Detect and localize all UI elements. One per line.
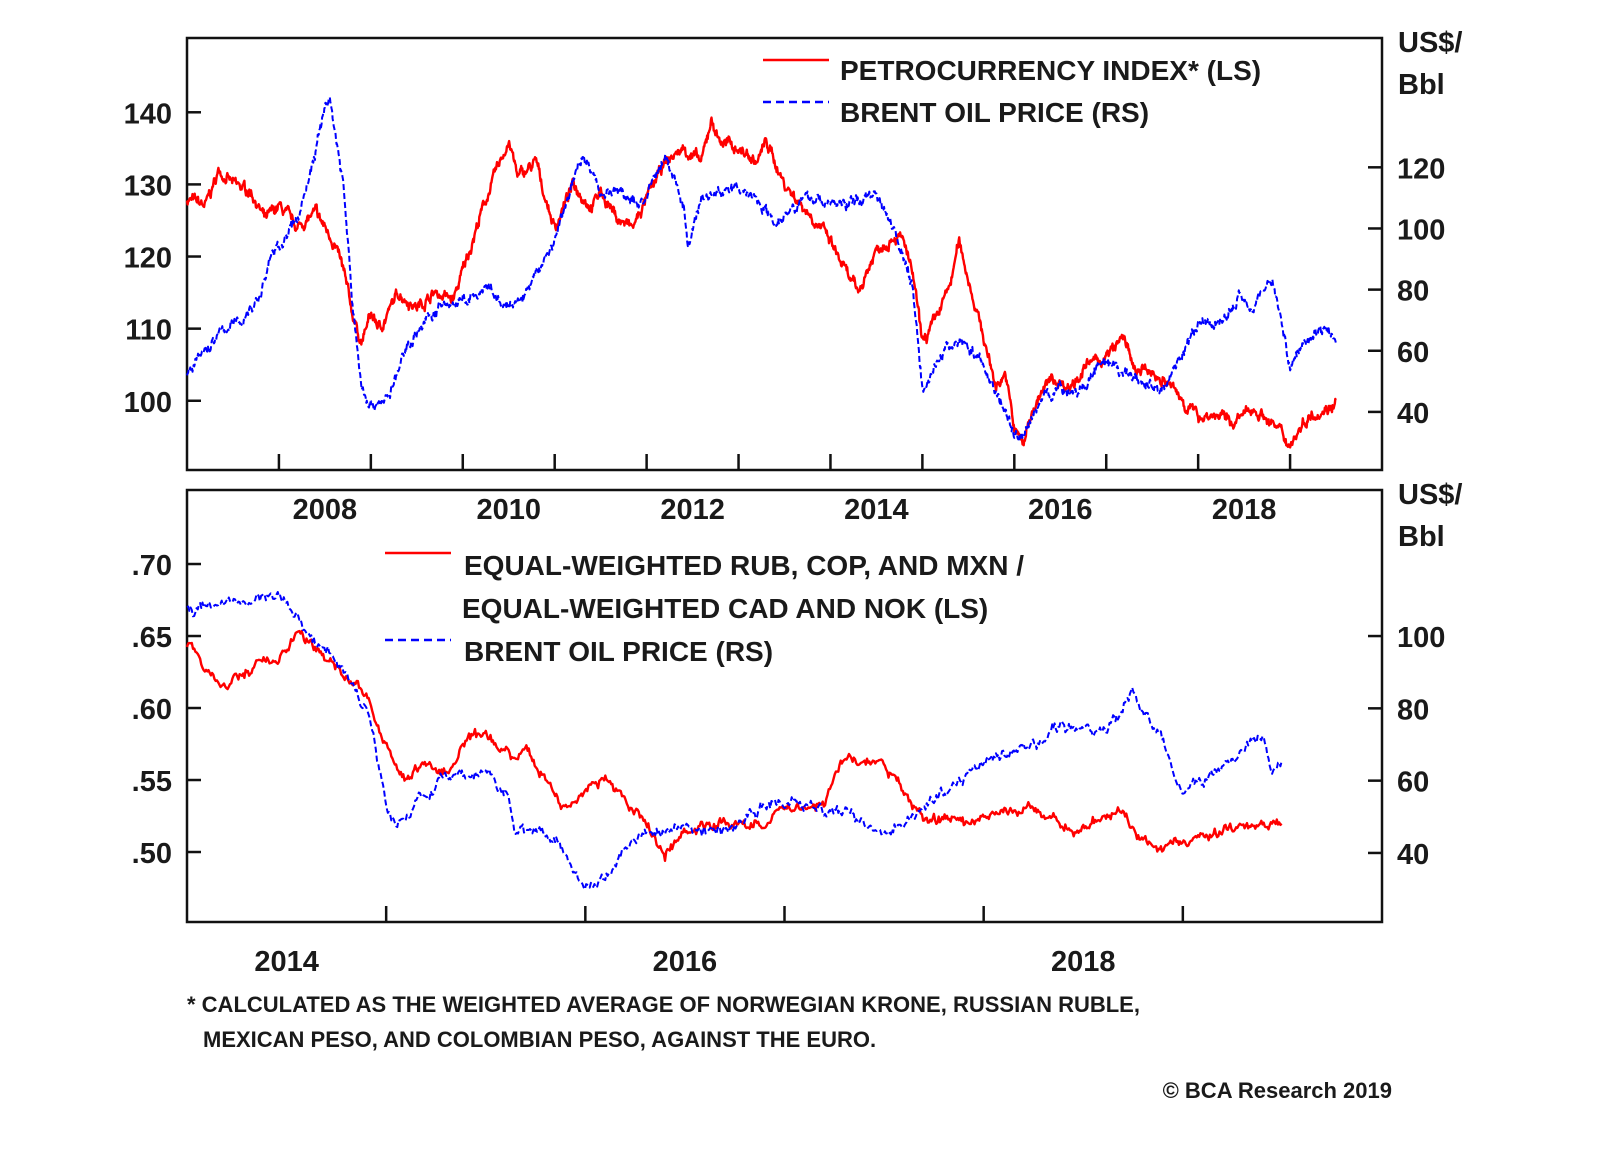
right-tick-label: 100 (1397, 214, 1445, 246)
right-axis-title-line-2: Bbl (1398, 521, 1445, 553)
series-line-petrocurrency-index (185, 116, 1337, 449)
x-tick-label: 2016 (653, 946, 718, 978)
left-tick-label: 140 (124, 98, 172, 130)
left-tick-label: .65 (132, 622, 172, 654)
series-line-brent-oil-price (186, 591, 1283, 891)
footnote-line-1: * CALCULATED AS THE WEIGHTED AVERAGE OF … (187, 992, 1140, 1017)
x-tick-label: 2014 (844, 494, 909, 526)
right-tick-label: 80 (1397, 694, 1429, 726)
series-line-brent-oil-price (186, 96, 1337, 441)
series-line-currency-ratio (185, 629, 1283, 862)
x-tick-label: 2018 (1212, 494, 1277, 526)
right-tick-label: 40 (1397, 398, 1429, 430)
right-axis-title-line-1: US$/ (1398, 27, 1462, 59)
left-tick-label: 120 (124, 243, 172, 275)
x-tick-label: 2018 (1051, 946, 1116, 978)
footnote-line-2: MEXICAN PESO, AND COLOMBIAN PESO, AGAINS… (203, 1027, 876, 1052)
right-tick-label: 40 (1397, 839, 1429, 871)
right-tick-label: 80 (1397, 276, 1429, 308)
right-axis-title-line-2: Bbl (1398, 69, 1445, 101)
left-tick-label: .70 (132, 550, 172, 582)
plot-frame (185, 36, 1384, 472)
legend-label: BRENT OIL PRICE (RS) (464, 636, 773, 667)
right-tick-label: 60 (1397, 767, 1429, 799)
right-axis-title-line-1: US$/ (1398, 479, 1462, 511)
panel-1: 2008 2010 2012 2014 2016 2018 140 130 120 110 100 1… (124, 27, 1463, 526)
legend-label: EQUAL-WEIGHTED CAD AND NOK (LS) (462, 593, 988, 624)
legend-label: BRENT OIL PRICE (RS) (840, 97, 1149, 128)
left-tick-label: .55 (132, 766, 172, 798)
left-tick-label: 130 (124, 170, 172, 202)
right-tick-label: 120 (1397, 153, 1445, 185)
legend: PETROCURRENCY INDEX* (LS) BRENT OIL PRICE… (763, 55, 1261, 128)
legend: EQUAL-WEIGHTED RUB, COP, AND MXN / EQUAL-… (385, 550, 1024, 667)
source-credit: © BCA Research 2019 (1163, 1078, 1392, 1103)
x-tick-label: 2016 (1028, 494, 1093, 526)
left-tick-label: 110 (125, 315, 172, 347)
right-tick-label: 100 (1397, 622, 1445, 654)
left-tick-label: .60 (132, 694, 172, 726)
legend-label: PETROCURRENCY INDEX* (LS) (840, 55, 1261, 86)
right-tick-label: 60 (1397, 337, 1429, 369)
left-tick-label: 100 (124, 387, 172, 419)
x-tick-label: 2014 (254, 946, 319, 978)
x-tick-label: 2012 (660, 494, 725, 526)
panel-2: 2014 2016 2018 .70 .65 .60 .55 .50 100 80 60 40 US$/… (132, 479, 1463, 978)
left-tick-label: .50 (132, 838, 172, 870)
x-tick-label: 2008 (293, 494, 358, 526)
x-tick-label: 2010 (476, 494, 541, 526)
legend-label: EQUAL-WEIGHTED RUB, COP, AND MXN / (464, 550, 1024, 581)
